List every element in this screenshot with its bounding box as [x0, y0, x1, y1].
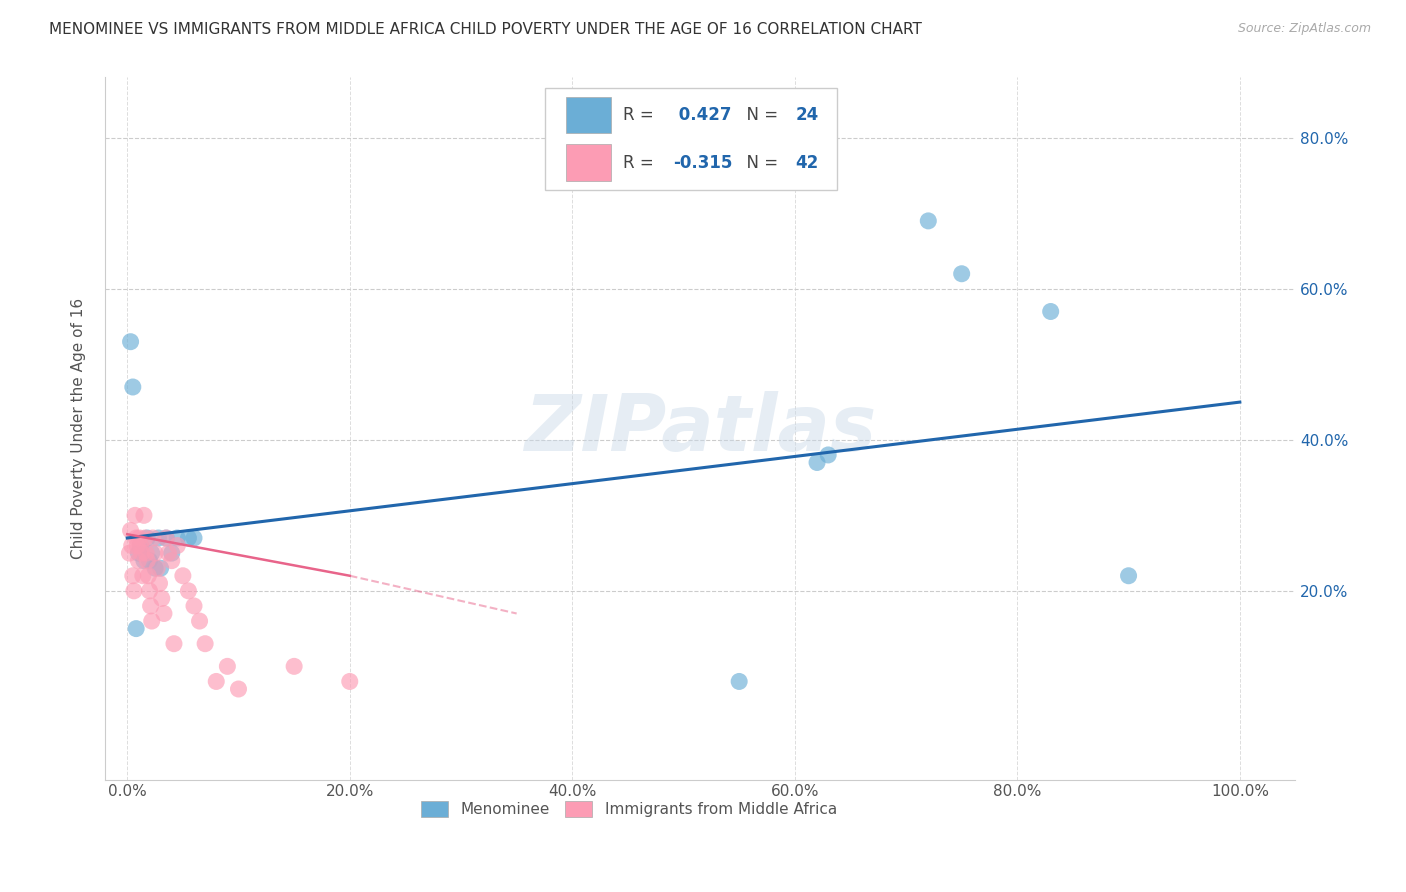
Point: [917, 214, 939, 228]
Point: [121, 539, 143, 553]
Point: [146, 561, 169, 575]
Point: [138, 568, 160, 582]
Point: [121, 568, 143, 582]
Point: [125, 531, 148, 545]
Point: [157, 546, 180, 560]
Point: [128, 531, 150, 545]
Text: R =: R =: [623, 106, 659, 124]
Point: [205, 674, 228, 689]
Text: -0.315: -0.315: [673, 153, 733, 171]
Point: [160, 554, 183, 568]
Point: [129, 539, 152, 553]
Point: [160, 546, 183, 560]
Point: [127, 539, 149, 553]
Y-axis label: Child Poverty Under the Age of 16: Child Poverty Under the Age of 16: [72, 298, 86, 559]
Point: [148, 531, 170, 545]
Point: [120, 334, 142, 349]
Point: [183, 531, 205, 545]
FancyBboxPatch shape: [546, 88, 837, 190]
Bar: [565, 97, 612, 134]
Text: 42: 42: [796, 153, 818, 171]
Point: [1118, 568, 1140, 582]
Point: [136, 531, 159, 545]
Point: [806, 455, 828, 469]
Point: [177, 583, 200, 598]
Point: [163, 637, 186, 651]
Point: [120, 524, 142, 538]
Text: N =: N =: [735, 106, 783, 124]
Point: [155, 531, 177, 545]
Point: [183, 599, 205, 613]
Point: [143, 546, 166, 560]
Point: [217, 659, 239, 673]
Point: [138, 554, 160, 568]
Point: [194, 637, 217, 651]
Point: [950, 267, 973, 281]
Point: [149, 561, 172, 575]
Point: [150, 591, 173, 606]
Point: [141, 546, 163, 560]
Point: [125, 622, 148, 636]
Text: Source: ZipAtlas.com: Source: ZipAtlas.com: [1237, 22, 1371, 36]
Point: [124, 508, 146, 523]
Point: [339, 674, 361, 689]
Point: [127, 546, 149, 560]
Text: ZIPatlas: ZIPatlas: [524, 391, 876, 467]
Point: [136, 554, 159, 568]
Point: [118, 546, 141, 560]
Point: [1039, 304, 1062, 318]
Point: [131, 546, 153, 560]
Point: [129, 539, 152, 553]
Text: MENOMINEE VS IMMIGRANTS FROM MIDDLE AFRICA CHILD POVERTY UNDER THE AGE OF 16 COR: MENOMINEE VS IMMIGRANTS FROM MIDDLE AFRI…: [49, 22, 922, 37]
Point: [121, 380, 143, 394]
Point: [134, 531, 156, 545]
Point: [728, 674, 751, 689]
Point: [138, 583, 160, 598]
Point: [177, 531, 200, 545]
Point: [142, 531, 165, 545]
Text: N =: N =: [735, 153, 783, 171]
Point: [132, 554, 155, 568]
Point: [143, 561, 166, 575]
Point: [188, 614, 211, 628]
Text: 0.427: 0.427: [673, 106, 731, 124]
Point: [139, 599, 162, 613]
Point: [135, 546, 157, 560]
Text: 24: 24: [796, 106, 818, 124]
Point: [155, 531, 177, 545]
Point: [122, 583, 145, 598]
Point: [228, 681, 250, 696]
Text: R =: R =: [623, 153, 659, 171]
Legend: Menominee, Immigrants from Middle Africa: Menominee, Immigrants from Middle Africa: [413, 793, 845, 824]
Point: [153, 607, 176, 621]
Point: [132, 568, 155, 582]
Point: [166, 539, 188, 553]
Point: [127, 554, 149, 568]
Point: [132, 508, 155, 523]
Point: [141, 614, 163, 628]
Point: [166, 531, 188, 545]
Point: [283, 659, 305, 673]
Point: [817, 448, 839, 462]
Bar: [565, 145, 612, 181]
Point: [148, 576, 170, 591]
Point: [172, 568, 194, 582]
